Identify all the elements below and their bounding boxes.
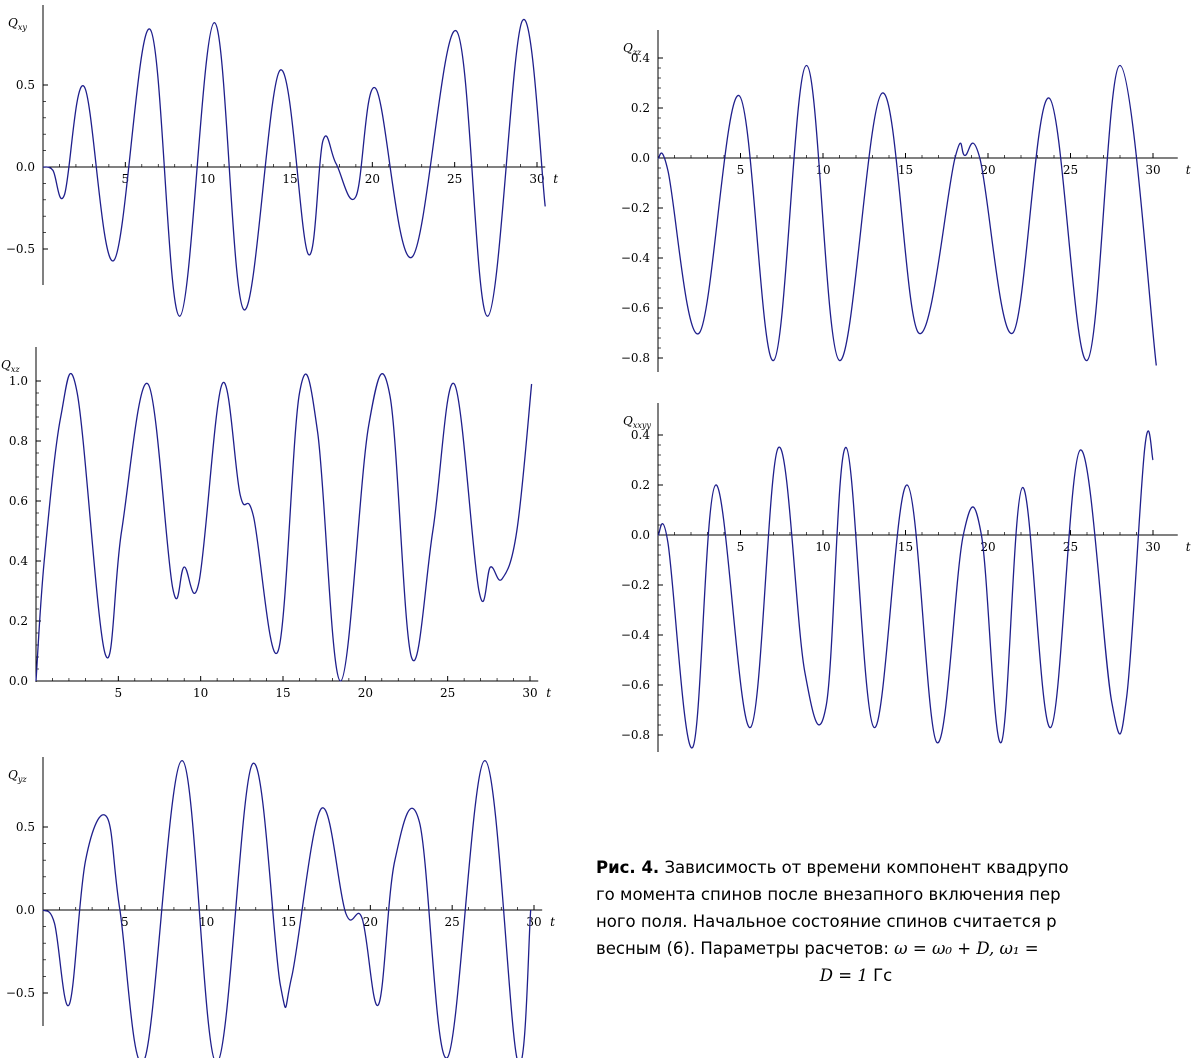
x-tick-label: 25 — [1063, 163, 1078, 177]
x-axis-label: t — [553, 172, 558, 186]
y-tick-label: −0.8 — [621, 728, 650, 742]
y-tick-label: 0.4 — [9, 554, 28, 568]
x-axis-label: t — [550, 915, 555, 929]
caption-line-4: весным (6). Параметры расчетов: ω = ω₀ +… — [596, 935, 1193, 962]
y-tick-label: 0.0 — [16, 903, 35, 917]
y-tick-label: 0.6 — [9, 494, 28, 508]
y-tick-label: 0.5 — [16, 820, 35, 834]
y-tick-label: −0.5 — [6, 986, 35, 1000]
y-tick-label: −0.4 — [621, 251, 651, 265]
x-tick-label: 20 — [358, 686, 373, 700]
caption-line-1: Рис. 4. Зависимость от времени компонент… — [596, 854, 1193, 881]
x-tick-label: 30 — [522, 686, 537, 700]
y-tick-label: 1.0 — [9, 374, 28, 388]
series-line — [658, 65, 1156, 365]
y-tick-label: 0.8 — [9, 434, 28, 448]
figure-caption: Рис. 4. Зависимость от времени компонент… — [596, 854, 1193, 989]
series-line — [43, 761, 531, 1058]
x-tick-label: 30 — [526, 915, 541, 929]
y-tick-label: 0.5 — [16, 78, 35, 92]
y-tick-label: −0.6 — [621, 301, 650, 315]
y-tick-label: −0.8 — [621, 351, 650, 365]
series-line — [43, 19, 545, 316]
y-tick-label: −0.6 — [621, 678, 650, 692]
x-tick-label: 25 — [1063, 540, 1078, 554]
x-tick-label: 15 — [282, 172, 297, 186]
x-tick-label: 10 — [193, 686, 208, 700]
y-axis-label: Qxz — [1, 358, 20, 374]
y-axis-label: Qxy — [8, 16, 27, 32]
x-tick-label: 5 — [115, 686, 123, 700]
x-tick-label: 10 — [199, 915, 214, 929]
plot-qxxyy: 0.40.20.0−0.2−0.4−0.6−0.85 10 15 20 25 30 tQxx… — [621, 403, 1191, 752]
x-tick-label: 30 — [1145, 163, 1160, 177]
x-tick-label: 15 — [898, 540, 913, 554]
x-axis-label: t — [546, 686, 551, 700]
y-tick-label: 0.2 — [631, 478, 650, 492]
series-line — [658, 431, 1153, 748]
x-tick-label: 15 — [275, 686, 290, 700]
caption-line-3: ного поля. Начальное состояние спинов сч… — [596, 908, 1193, 935]
y-axis-label: Qyz — [8, 768, 27, 784]
x-tick-label: 20 — [363, 915, 378, 929]
x-tick-label: 5 — [737, 163, 745, 177]
y-tick-label: 0.4 — [631, 428, 650, 442]
caption-line-2: го момента спинов после внезапного включ… — [596, 881, 1193, 908]
y-tick-label: −0.5 — [6, 242, 35, 256]
y-tick-label: 0.0 — [16, 160, 35, 174]
figure-label: Рис. 4. — [596, 858, 659, 877]
x-tick-label: 10 — [815, 540, 830, 554]
y-tick-label: 0.0 — [631, 151, 650, 165]
y-tick-label: 0.2 — [9, 614, 28, 628]
x-tick-label: 25 — [445, 915, 460, 929]
y-axis-label: Qxxyy — [623, 414, 651, 430]
x-tick-label: 15 — [898, 163, 913, 177]
x-tick-label: 15 — [281, 915, 296, 929]
y-tick-label: −0.2 — [621, 578, 650, 592]
y-tick-label: 0.0 — [9, 674, 28, 688]
y-tick-label: −0.4 — [621, 628, 651, 642]
x-tick-label: 5 — [737, 540, 745, 554]
y-tick-label: 0.0 — [631, 528, 650, 542]
x-axis-label: t — [1186, 163, 1191, 177]
x-tick-label: 10 — [200, 172, 215, 186]
y-tick-label: −0.2 — [621, 201, 650, 215]
y-axis-label: Qzz — [623, 41, 642, 57]
x-tick-label: 10 — [815, 163, 830, 177]
series-line — [36, 374, 532, 681]
x-tick-label: 25 — [440, 686, 455, 700]
x-axis-label: t — [1186, 540, 1191, 554]
x-tick-label: 25 — [447, 172, 462, 186]
y-tick-label: 0.2 — [631, 101, 650, 115]
x-tick-label: 30 — [1145, 540, 1160, 554]
caption-line-5: D = 1 Гс — [596, 962, 1116, 989]
x-tick-label: 20 — [365, 172, 380, 186]
plot-qxz: 1.0 0.8 0.6 0.4 0.2 0.0 5 10 15 20 25 30 t Qxz — [1, 347, 551, 700]
